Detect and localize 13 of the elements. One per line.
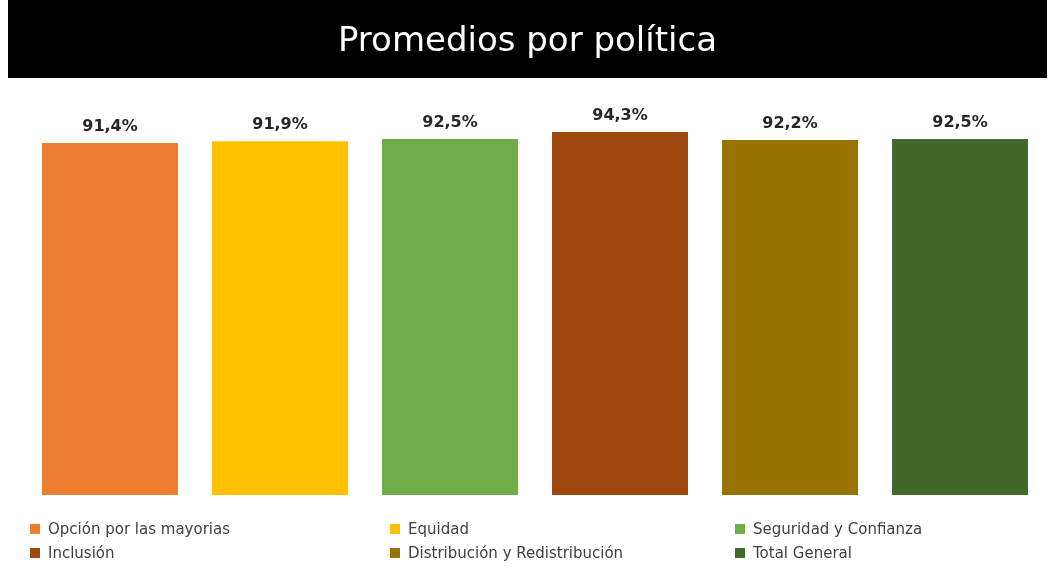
data-label: 91,9%	[252, 114, 308, 134]
data-label: 94,3%	[592, 105, 648, 125]
chart-title: Promedios por política	[8, 0, 1047, 78]
legend-label: Opción por las mayorias	[48, 520, 230, 538]
legend-label: Inclusión	[48, 544, 115, 562]
legend-label: Distribución y Redistribución	[408, 544, 624, 562]
data-label: 92,5%	[422, 112, 478, 132]
data-label: 92,2%	[762, 113, 818, 133]
legend-label: Equidad	[408, 520, 469, 538]
data-label: 92,5%	[932, 112, 988, 132]
legend-label: Seguridad y Confianza	[753, 520, 923, 538]
data-label: 91,4%	[82, 116, 138, 136]
legend-label: Total General	[753, 544, 852, 562]
